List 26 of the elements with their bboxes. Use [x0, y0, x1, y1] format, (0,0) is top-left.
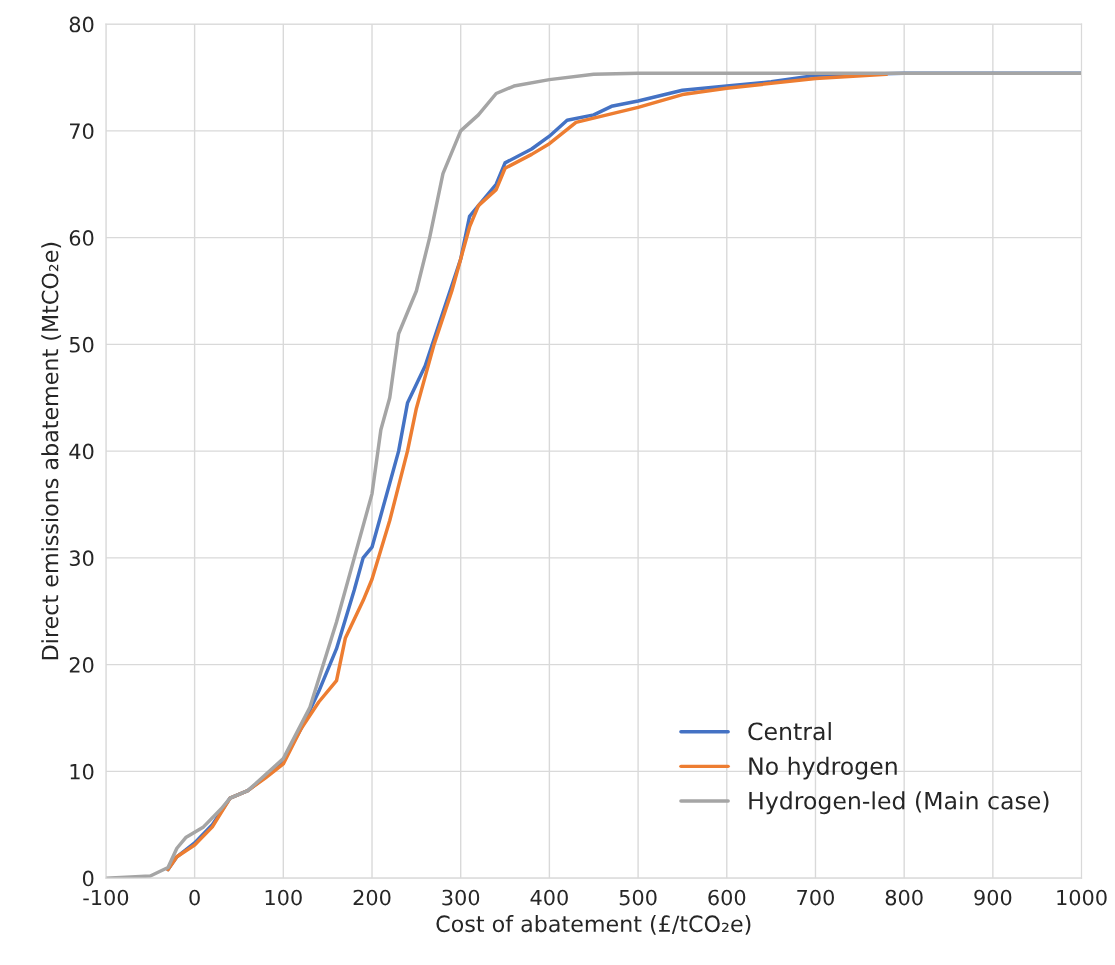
x-tick-label: 300	[442, 889, 480, 906]
x-tick-label: 0	[189, 889, 200, 906]
x-tick-label: 800	[885, 889, 923, 906]
y-tick-label: 20	[69, 657, 94, 673]
y-tick-label: 30	[69, 550, 94, 567]
y-axis-title: Direct emissions abatement (MtCO₂e)	[41, 242, 62, 660]
y-tick-label: 50	[69, 336, 94, 353]
y-tick-label: 60	[69, 230, 94, 246]
y-tick-label: 10	[70, 763, 94, 780]
x-tick-label: 900	[974, 889, 1012, 906]
x-tick-label: -100	[83, 889, 129, 906]
y-tick-label: 80	[69, 16, 94, 33]
legend-label: Central	[748, 722, 831, 741]
legend-label: No hydrogen	[749, 756, 897, 780]
x-tick-label: 400	[530, 889, 568, 906]
y-tick-label: 40	[69, 443, 94, 460]
x-axis-title: Cost of abatement (£/tCO₂e)	[436, 914, 751, 935]
legend-label: Hydrogen-led (Main case)	[749, 791, 1049, 815]
x-tick-label: 500	[619, 889, 657, 906]
x-tick-label: 200	[353, 889, 391, 906]
y-tick-label: 0	[82, 870, 94, 887]
x-tick-label: 600	[708, 889, 746, 906]
x-tick-label: 100	[265, 889, 302, 906]
x-tick-label: 1000	[1057, 889, 1107, 906]
y-tick-label: 70	[70, 123, 94, 140]
x-tick-label: 700	[797, 889, 834, 906]
